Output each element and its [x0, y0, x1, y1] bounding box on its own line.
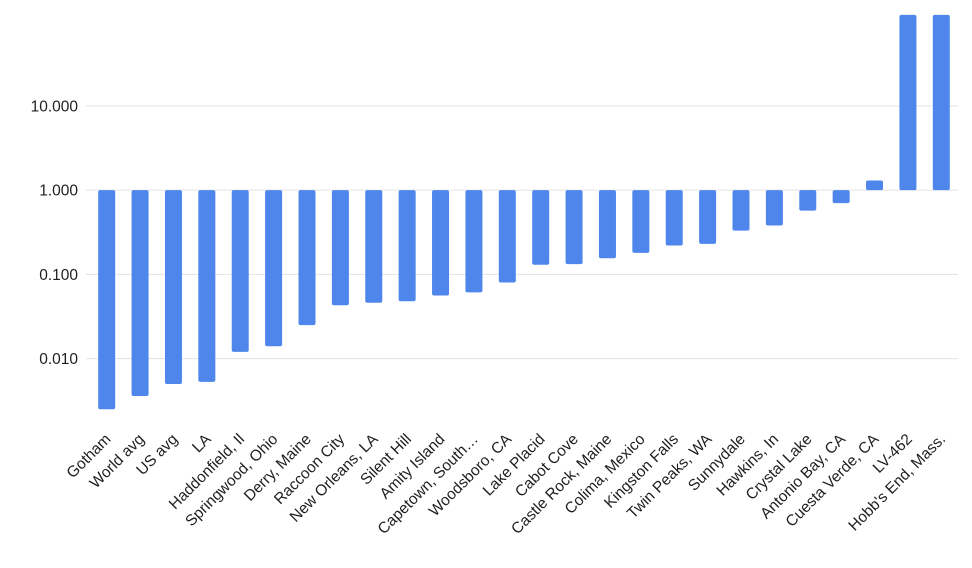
- bar[interactable]: [532, 190, 550, 265]
- y-tick-label: 10.000: [31, 98, 79, 115]
- bar[interactable]: [398, 190, 416, 302]
- bar[interactable]: [198, 190, 216, 382]
- bar[interactable]: [98, 190, 116, 410]
- y-tick-label: 0.100: [39, 267, 78, 284]
- bar[interactable]: [164, 190, 182, 384]
- bar[interactable]: [899, 14, 917, 191]
- bar[interactable]: [932, 14, 950, 191]
- bar[interactable]: [365, 190, 383, 303]
- bar[interactable]: [432, 190, 450, 296]
- bar[interactable]: [465, 190, 483, 293]
- y-tick-label: 0.010: [39, 351, 78, 368]
- bar[interactable]: [765, 190, 783, 226]
- bar[interactable]: [265, 190, 283, 347]
- bar[interactable]: [298, 190, 316, 326]
- bar[interactable]: [632, 190, 650, 253]
- bar[interactable]: [598, 190, 616, 259]
- bar[interactable]: [498, 190, 516, 283]
- bar[interactable]: [665, 190, 683, 246]
- bar[interactable]: [331, 190, 349, 306]
- x-category-label: LA: [189, 430, 215, 456]
- bar[interactable]: [832, 190, 850, 204]
- bar[interactable]: [799, 190, 817, 211]
- bar[interactable]: [866, 180, 884, 191]
- bar[interactable]: [732, 190, 750, 231]
- bar[interactable]: [699, 190, 717, 244]
- bar[interactable]: [565, 190, 583, 265]
- y-tick-label: 1.000: [39, 183, 78, 200]
- bar[interactable]: [131, 190, 149, 396]
- bar[interactable]: [231, 190, 249, 352]
